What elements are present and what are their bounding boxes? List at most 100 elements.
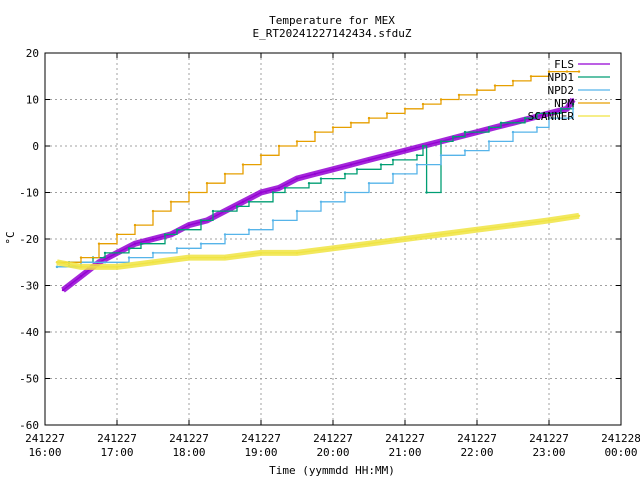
series-npd2-point: [127, 256, 131, 259]
series-npd2-point: [271, 219, 275, 222]
series-npd2-point: [103, 261, 107, 264]
x-tick-time-label: 21:00: [388, 446, 421, 459]
y-tick-label: -30: [19, 280, 39, 293]
series-scanner-point: [511, 223, 515, 227]
series-npd1-point: [463, 130, 467, 134]
series-npd2-point: [439, 154, 443, 157]
x-tick-date-label: 241227: [169, 432, 209, 445]
series-scanner-point: [223, 256, 227, 259]
y-tick-label: 0: [32, 140, 39, 153]
series-npd2-point: [55, 265, 59, 269]
x-tick-date-label: 241227: [241, 432, 281, 445]
series-fls-point: [241, 200, 245, 203]
series-npd2-point: [463, 149, 467, 152]
series-npd2-point: [175, 247, 179, 250]
x-tick-date-label: 241227: [25, 432, 65, 445]
series-npd2-point: [511, 130, 515, 134]
series-npd1-point: [103, 251, 107, 255]
series-npm: [55, 70, 581, 264]
y-tick-label: -20: [19, 233, 39, 246]
series-scanner-point: [475, 228, 479, 231]
series-scanner-point: [151, 261, 155, 264]
x-tick-time-label: 23:00: [532, 446, 565, 459]
series-npd1-point: [571, 102, 575, 106]
series-npd1-point: [247, 200, 251, 203]
series-npd1-point: [355, 168, 359, 171]
series-npm-point: [457, 93, 461, 97]
series-scanner-point: [79, 265, 83, 269]
series-npm-point: [493, 84, 497, 87]
x-tick-time-label: 20:00: [316, 446, 349, 459]
series-npm-point: [223, 172, 227, 176]
series-npm-point: [313, 130, 317, 134]
x-tick-date-label: 241227: [529, 432, 569, 445]
series-npd1-point: [499, 121, 503, 125]
series-npm-point: [295, 140, 299, 143]
axis-ticks: 20100-10-20-30-40-50-6024122716:00241227…: [19, 47, 640, 459]
series-npd1-point: [439, 140, 443, 143]
series-npm-point: [439, 98, 443, 101]
series-npd2-line: [57, 108, 574, 268]
series-npm-point: [115, 233, 119, 236]
series-fls-point: [385, 154, 389, 157]
series-npm-point: [349, 121, 353, 125]
series-npm-point: [511, 79, 515, 83]
series-npm-point: [259, 154, 263, 157]
series-fls-line: [62, 99, 574, 291]
y-tick-label: 10: [26, 94, 39, 107]
legend-label: NPD2: [548, 84, 575, 97]
series-npd1-point: [559, 107, 563, 111]
series-fls-point: [151, 237, 155, 241]
series-npd1-point: [535, 112, 539, 115]
x-tick-date-label: 241227: [313, 432, 353, 445]
series-npm-line: [57, 70, 579, 263]
y-tick-label: 20: [26, 47, 39, 60]
series-npm-point: [79, 256, 83, 259]
series-fls-point: [259, 191, 263, 194]
chart-subtitle: E_RT20241227142434.sfduZ: [253, 27, 412, 40]
series-npm-point: [97, 242, 101, 245]
series-scanner-point: [259, 251, 263, 255]
series-npm-point: [277, 144, 281, 148]
series-fls-point: [403, 149, 407, 152]
series-npm-point: [133, 223, 137, 227]
series-npd1-point: [283, 186, 287, 190]
series-npd1-point: [425, 191, 428, 194]
series-fls-point: [331, 168, 335, 171]
series-fls-point: [79, 275, 83, 278]
series-npd2-point: [247, 228, 251, 231]
y-tick-label: -40: [19, 326, 39, 339]
series-npd2-point: [151, 251, 155, 255]
x-axis-label: Time (yymmdd HH:MM): [269, 464, 395, 477]
grid-lines: [45, 53, 621, 425]
series-npd1-point: [421, 144, 425, 148]
series-npd2-point: [199, 242, 203, 245]
series-npd1-point: [211, 209, 215, 213]
series-npm-point: [367, 116, 371, 120]
series-scanner-point: [403, 237, 407, 241]
x-tick-date-label: 241227: [97, 432, 137, 445]
series-fls-point: [277, 186, 281, 190]
series-scanner-point: [55, 261, 59, 264]
series-npd1-point: [319, 177, 323, 180]
series-scanner-line: [56, 215, 580, 268]
series-fls-point: [313, 172, 317, 176]
series-scanner-point: [331, 247, 335, 250]
series-npd1-point: [127, 247, 131, 250]
series-npd2-point: [367, 182, 371, 185]
series-npd1-point: [343, 172, 347, 176]
data-series: [55, 70, 581, 293]
series-npd1-point: [487, 126, 491, 129]
x-tick-time-label: 22:00: [460, 446, 493, 459]
series-npm-point: [187, 191, 191, 194]
series-fls-point: [367, 158, 371, 162]
series-fls-point: [133, 242, 137, 245]
x-tick-date-label: 241227: [457, 432, 497, 445]
y-tick-label: -60: [19, 419, 39, 432]
series-npd2-point: [535, 126, 539, 129]
x-tick-date-label: 241227: [385, 432, 425, 445]
legend-label: NPD1: [548, 71, 575, 84]
series-scanner-point: [577, 214, 581, 217]
series-npm-point: [169, 200, 173, 203]
